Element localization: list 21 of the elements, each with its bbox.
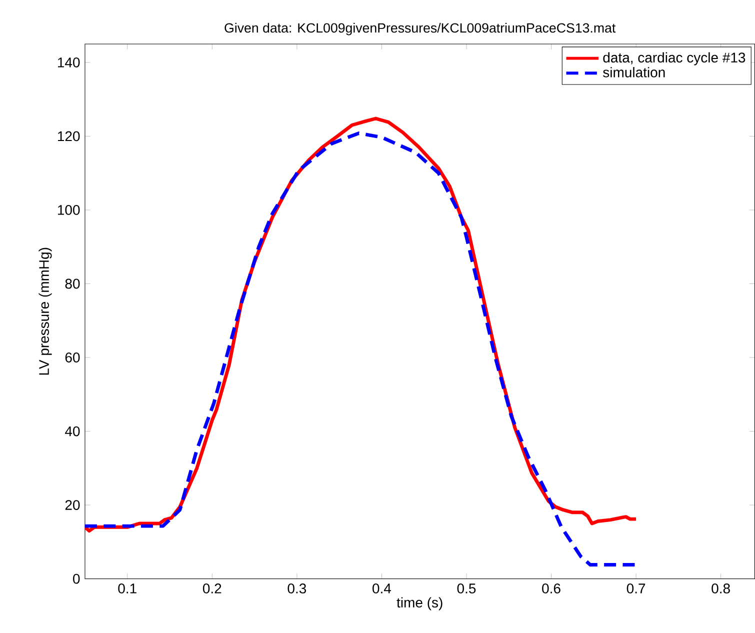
- x-tick-label: 0.3: [288, 584, 306, 594]
- x-tick-label: 0.6: [542, 584, 560, 594]
- y-axis-title: LV pressure (mmHg): [38, 248, 52, 375]
- chart-title: Given data: KCL009givenPressures/KCL009atriumPaceCS13.mat: [224, 22, 616, 36]
- x-tick-label: 0.1: [118, 584, 136, 594]
- y-tick-label: 140: [58, 58, 80, 68]
- legend-label: simulation: [603, 67, 665, 78]
- x-tick-label: 0.5: [457, 584, 476, 594]
- y-tick-label: 40: [65, 426, 80, 436]
- y-tick-label: 20: [65, 500, 80, 510]
- x-axis-title: time (s): [396, 597, 442, 610]
- y-tick-label: 100: [58, 205, 80, 216]
- legend-label: data, cardiac cycle #13: [603, 52, 746, 66]
- x-tick-label: 0.4: [372, 584, 392, 594]
- y-tick-label: 80: [65, 278, 80, 289]
- y-tick-label: 0: [73, 574, 80, 584]
- x-tick-label: 0.8: [712, 584, 730, 594]
- x-tick-label: 0.7: [626, 584, 646, 594]
- y-tick-label: 120: [58, 131, 80, 142]
- y-tick-label: 60: [65, 352, 80, 363]
- x-tick-label: 0.2: [202, 584, 222, 594]
